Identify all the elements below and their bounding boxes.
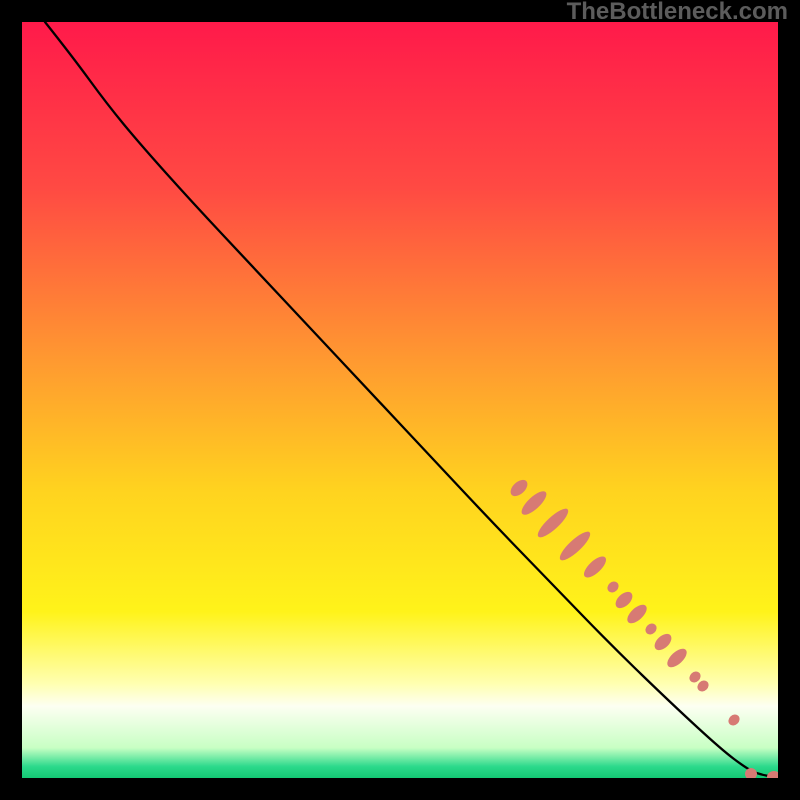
watermark-text: TheBottleneck.com: [567, 0, 788, 26]
data-dot: [664, 645, 690, 670]
data-dot: [605, 579, 621, 594]
data-dot: [581, 553, 610, 581]
data-dot: [726, 712, 742, 727]
data-dot: [745, 768, 757, 778]
data-dot: [624, 601, 650, 626]
data-dot: [767, 771, 778, 778]
data-dot: [613, 589, 636, 611]
plot-area: [22, 22, 778, 778]
data-dot: [508, 477, 531, 499]
canvas: TheBottleneck.com: [0, 0, 800, 800]
data-dot: [556, 528, 593, 564]
plot-svg: [22, 22, 778, 778]
data-dot: [534, 505, 571, 541]
data-dot: [643, 621, 659, 636]
data-dot: [652, 631, 675, 653]
